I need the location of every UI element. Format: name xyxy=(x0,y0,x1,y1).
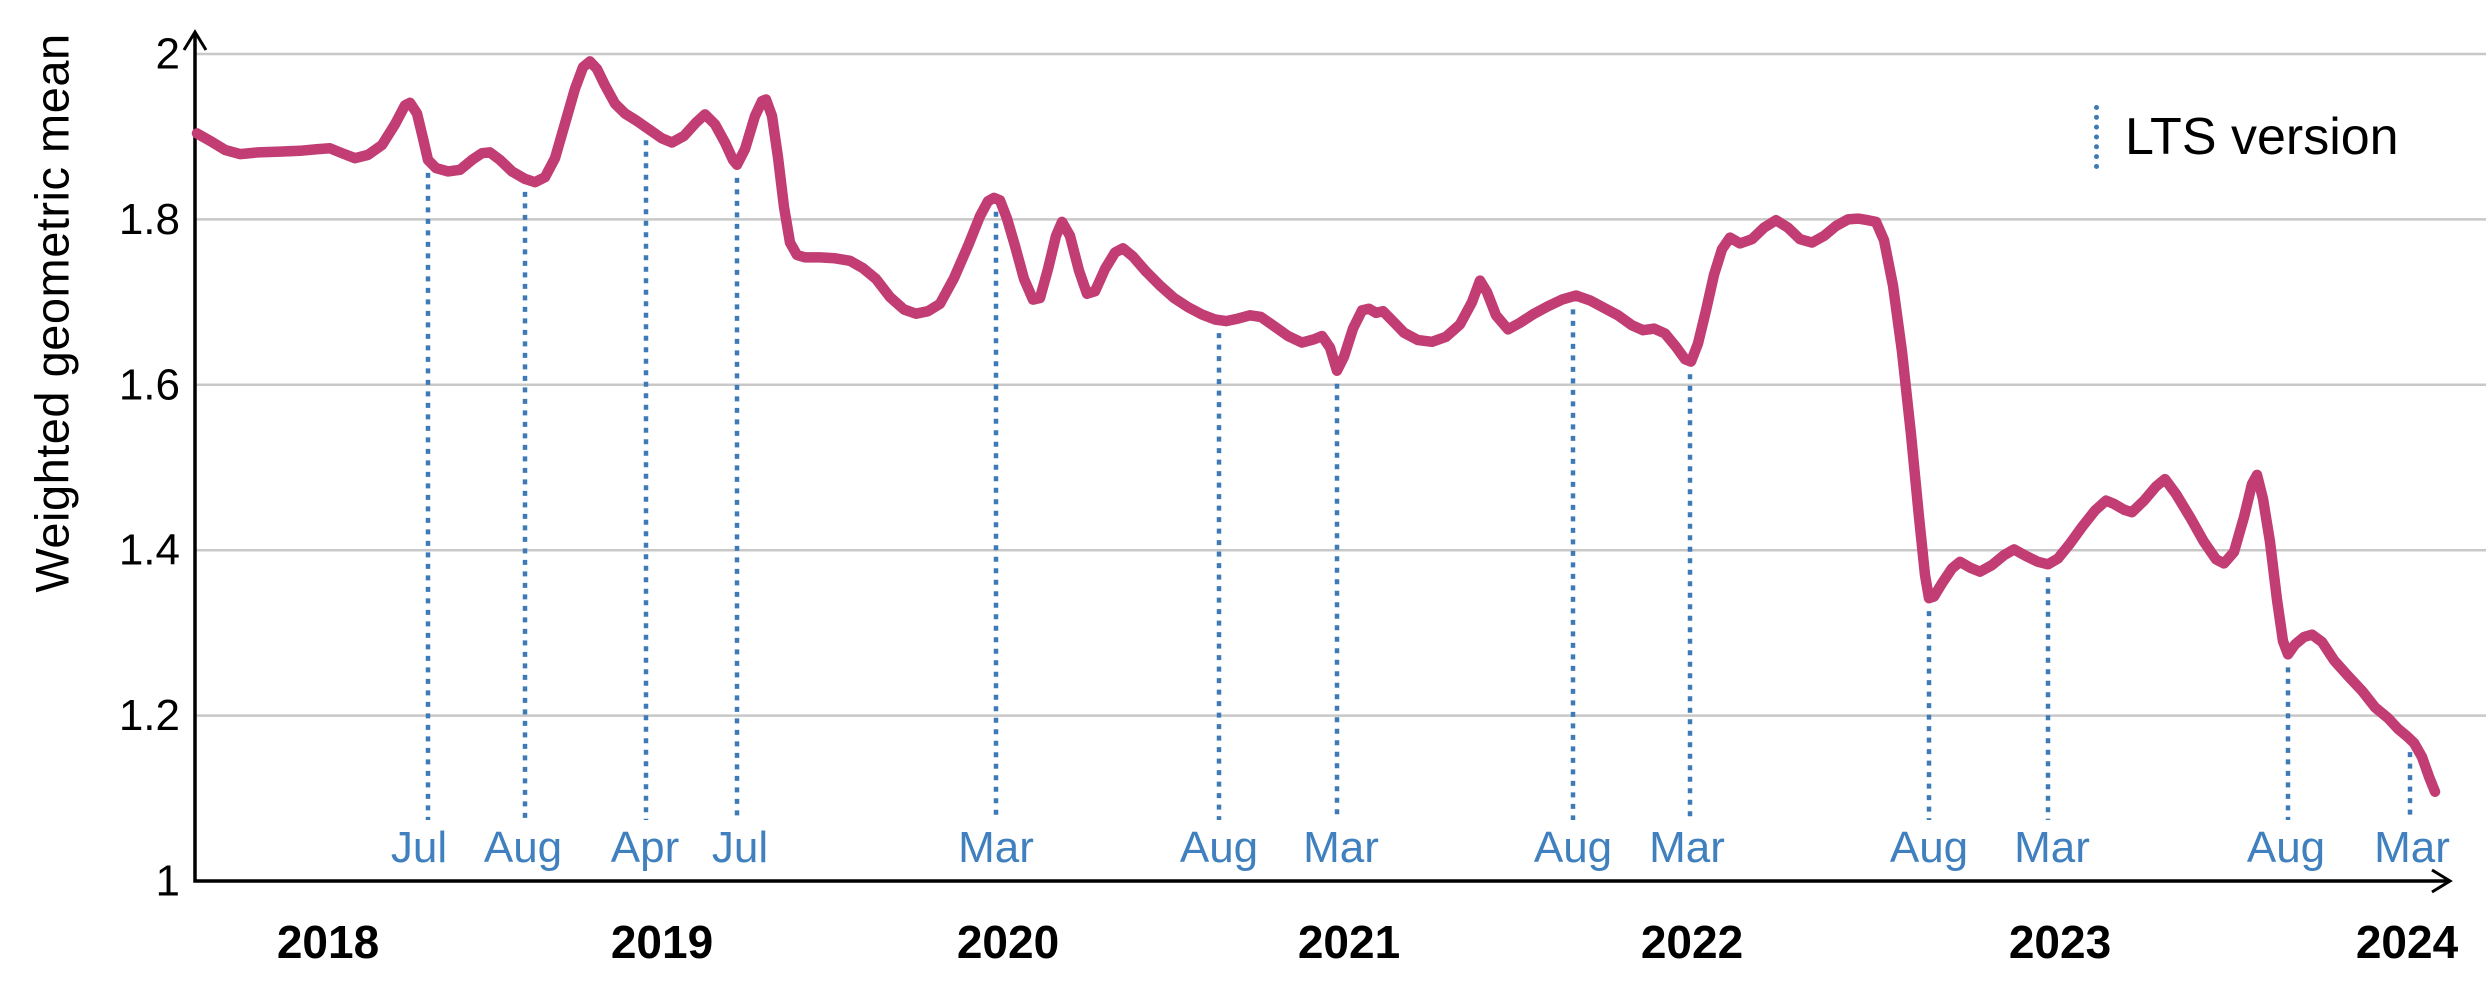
y-tick-label: 1.6 xyxy=(119,360,180,409)
x-axis-arrowhead xyxy=(2431,868,2453,894)
lts-month-label: Jul xyxy=(712,823,768,872)
year-tick-label: 2019 xyxy=(611,916,713,968)
year-tick-label: 2021 xyxy=(1298,916,1400,968)
lts-month-label: Mar xyxy=(2374,823,2450,872)
legend: LTS version xyxy=(2094,104,2399,170)
lts-month-label: Aug xyxy=(1180,823,1258,872)
lts-month-label: Aug xyxy=(484,823,562,872)
year-tick-label: 2024 xyxy=(2356,916,2459,968)
lts-month-label: Jul xyxy=(391,823,447,872)
lts-month-label: Mar xyxy=(2014,823,2090,872)
legend-label: LTS version xyxy=(2125,108,2399,166)
lts-month-label: Mar xyxy=(1303,823,1379,872)
axes xyxy=(193,34,2448,883)
y-axis-title: Weighted geometric mean xyxy=(25,33,79,593)
lts-month-label: Aug xyxy=(1534,823,1612,872)
y-tick-label: 1.2 xyxy=(119,691,180,740)
y-tick-label: 1 xyxy=(156,857,180,906)
year-tick-label: 2022 xyxy=(1641,916,1743,968)
lts-month-label: Aug xyxy=(2247,823,2325,872)
lts-month-label: Mar xyxy=(1649,823,1725,872)
series-line xyxy=(191,56,2441,797)
lts-month-label: Apr xyxy=(611,823,679,872)
y-tick-label: 1.8 xyxy=(119,195,180,244)
lts-dotted-line-legend-icon xyxy=(2094,105,2099,169)
year-tick-label: 2020 xyxy=(957,916,1059,968)
year-tick-label: 2018 xyxy=(277,916,379,968)
year-tick-label: 2023 xyxy=(2009,916,2111,968)
y-tick-label: 1.4 xyxy=(119,526,180,575)
y-axis-arrowhead xyxy=(182,29,208,51)
y-tick-label: 2 xyxy=(156,30,180,79)
lts-month-label: Mar xyxy=(958,823,1034,872)
lts-month-label: Aug xyxy=(1890,823,1968,872)
